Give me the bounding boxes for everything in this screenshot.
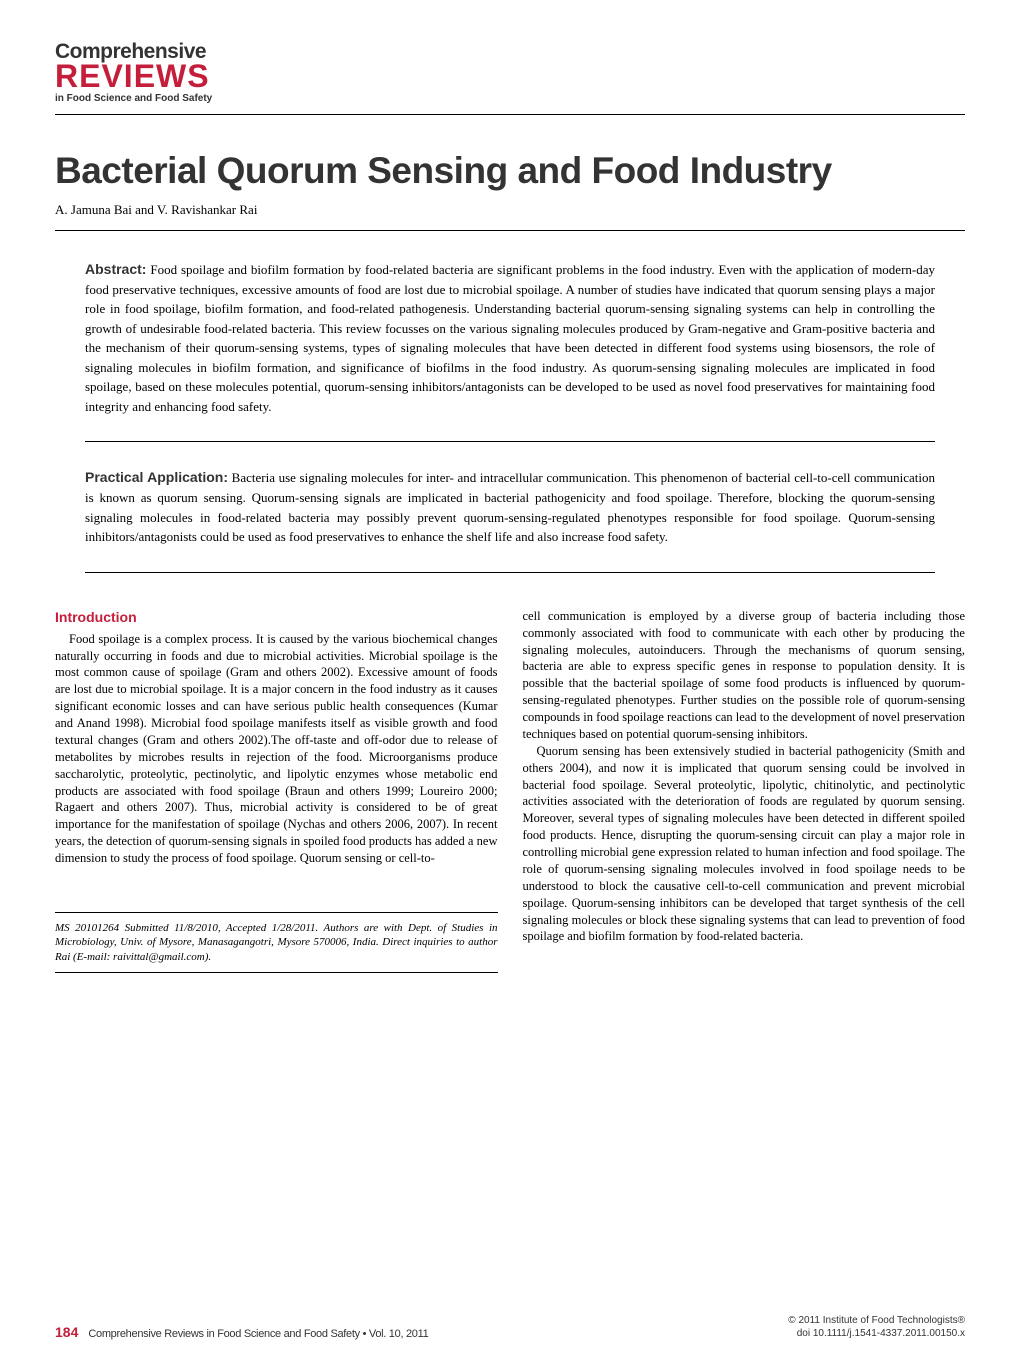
practical-paragraph: Practical Application: Bacteria use sign… [85,467,935,547]
journal-logo: Comprehensive REVIEWS in Food Science an… [55,40,965,104]
logo-line-2: REVIEWS [55,62,965,91]
journal-title-text: Comprehensive Reviews in Food Science an… [88,1328,359,1340]
volume-info: • Vol. 10, 2011 [360,1328,429,1340]
header-divider [55,114,965,115]
practical-label: Practical Application: [85,469,228,485]
abstract-label: Abstract: [85,261,146,277]
abstract-body: Food spoilage and biofilm formation by f… [85,262,935,414]
introduction-heading: Introduction [55,608,498,627]
intro-paragraph-3: Quorum sensing has been extensively stud… [523,743,966,946]
doi-text: doi 10.1111/j.1541-4337.2011.00150.x [788,1327,965,1340]
intro-paragraph-1: Food spoilage is a complex process. It i… [55,631,498,867]
title-divider [55,230,965,231]
copyright-text: © 2011 Institute of Food Technologists® [788,1314,965,1327]
practical-divider [85,572,935,573]
page-number: 184 [55,1324,78,1340]
abstract-section: Abstract: Food spoilage and biofilm form… [55,259,965,417]
footer-left: 184 Comprehensive Reviews in Food Scienc… [55,1324,428,1340]
manuscript-info: MS 20101264 Submitted 11/8/2010, Accepte… [55,912,498,973]
abstract-paragraph: Abstract: Food spoilage and biofilm form… [85,259,935,417]
abstract-divider [85,441,935,442]
article-title: Bacterial Quorum Sensing and Food Indust… [55,150,965,192]
introduction-section: Introduction Food spoilage is a complex … [55,608,965,973]
footer-right: © 2011 Institute of Food Technologists® … [788,1314,965,1340]
journal-name-footer: Comprehensive Reviews in Food Science an… [88,1328,428,1340]
page-footer: 184 Comprehensive Reviews in Food Scienc… [55,1314,965,1340]
author-names: A. Jamuna Bai and V. Ravishankar Rai [55,202,965,218]
logo-line-3: in Food Science and Food Safety [55,93,965,104]
practical-application-section: Practical Application: Bacteria use sign… [55,467,965,547]
intro-paragraph-2: cell communication is employed by a dive… [523,608,966,743]
